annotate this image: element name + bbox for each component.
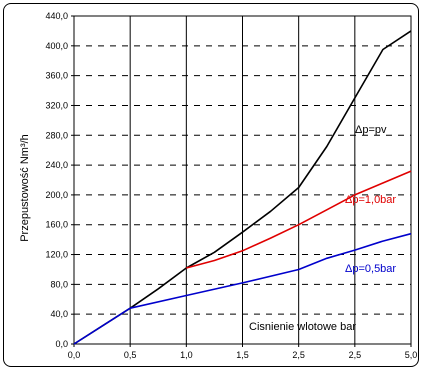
series-line-dp-05bar [73, 232, 412, 345]
x-tick-label: 0,0 [68, 350, 81, 360]
annotations: Przepustowość Nm³/h Cisnienie wlotowe ba… [19, 124, 396, 333]
y-axis-ticks: 0,0 40,0 80,0 120,0 160,0 200,0 240,0 280,0 320,… [45, 11, 74, 349]
series-label-dp-1bar: Δp=1,0bar [345, 194, 396, 206]
x-tick-label: 2,5 [292, 350, 305, 360]
grid [73, 15, 412, 345]
y-axis-title: Przepustowość Nm³/h [19, 134, 31, 242]
y-tick-label: 0,0 [55, 339, 68, 349]
y-tick-label: 440,0 [45, 11, 68, 21]
y-tick-label: 360,0 [45, 71, 68, 81]
series-line-dp-1bar [186, 170, 412, 269]
y-tick-label: 80,0 [50, 279, 68, 289]
y-tick-label: 200,0 [45, 190, 68, 200]
y-tick-label: 320,0 [45, 100, 68, 110]
y-tick-label: 160,0 [45, 220, 68, 230]
x-tick-label: 1,5 [236, 350, 249, 360]
y-tick-label: 40,0 [50, 309, 68, 319]
x-tick-label: 5,0 [405, 350, 418, 360]
y-tick-label: 240,0 [45, 160, 68, 170]
series-label-dp-05bar: Δp=0,5bar [345, 263, 396, 275]
series-label-dp-pv: Δp=pv [355, 124, 387, 136]
x-axis-ticks: 0,0 0,5 1,0 1,5 2,5 2,5 5,0 [68, 344, 418, 360]
y-tick-label: 400,0 [45, 41, 68, 51]
x-tick-label: 2,5 [349, 350, 362, 360]
chart-frame [3, 3, 419, 367]
series-group [73, 30, 412, 345]
x-tick-label: 1,0 [180, 350, 193, 360]
x-tick-label: 0,5 [124, 350, 137, 360]
x-axis-annotation: Cisnienie wlotowe bar [249, 321, 356, 333]
y-tick-label: 120,0 [45, 250, 68, 260]
y-tick-label: 280,0 [45, 130, 68, 140]
